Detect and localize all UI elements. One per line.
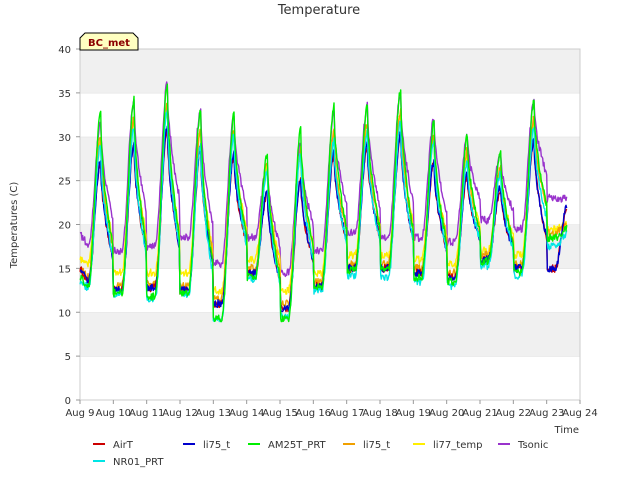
grid-band [80, 92, 580, 137]
legend-label: AirT [113, 440, 134, 451]
badge: BC_met [79, 32, 139, 51]
legend-label: li75_t [363, 440, 390, 451]
x-tick-label: Aug 20 [429, 408, 464, 419]
x-tick-label: Aug 9 [65, 408, 94, 419]
series-line-tsonic [79, 81, 568, 278]
y-tick-label: 25 [58, 177, 71, 188]
series-lines [79, 81, 568, 323]
chart-title: Temperature [277, 3, 360, 18]
legend-label: AM25T_PRT [268, 440, 327, 451]
x-tick-label: Aug 21 [462, 408, 497, 419]
legend-label: li75_t [203, 440, 230, 451]
legend-label: Tsonic [517, 440, 548, 451]
legend: AirT li75_t AM25T_PRT li75_t li77_temp Tsonic… [93, 440, 548, 468]
grid-band [80, 49, 580, 93]
x-tick-label: Aug 22 [496, 408, 531, 419]
x-tick-label: Aug 10 [96, 408, 131, 419]
legend-label: NR01_PRT [113, 457, 164, 468]
x-tick-label: Aug 15 [262, 408, 297, 419]
y-tick-label: 15 [58, 264, 71, 275]
grid-band [80, 224, 580, 269]
grid-band [80, 356, 580, 400]
y-axis-ticks: 0 5 10 15 20 25 30 35 40 [58, 45, 80, 407]
x-tick-label: Aug 13 [196, 408, 231, 419]
x-tick-label: Aug 18 [362, 408, 397, 419]
x-tick-label: Aug 16 [296, 408, 331, 419]
badge-background [79, 32, 139, 51]
y-tick-label: 35 [58, 89, 71, 100]
y-tick-label: 40 [58, 45, 71, 56]
grid-band [80, 268, 580, 313]
x-axis-label: Time [554, 425, 579, 436]
x-tick-label: Aug 14 [229, 408, 264, 419]
x-tick-label: Aug 23 [529, 408, 564, 419]
y-tick-label: 0 [65, 396, 71, 407]
x-tick-label: Aug 11 [129, 408, 164, 419]
x-tick-label: Aug 24 [562, 408, 597, 419]
grid-band [80, 312, 580, 357]
x-tick-label: Aug 17 [329, 408, 364, 419]
y-tick-label: 20 [58, 221, 71, 232]
x-tick-label: Aug 19 [396, 408, 431, 419]
y-tick-label: 5 [65, 352, 71, 363]
series-line-am25t-prt [79, 83, 568, 323]
legend-label: li77_temp [433, 440, 482, 451]
x-tick-label: Aug 12 [162, 408, 197, 419]
y-tick-label: 30 [58, 133, 71, 144]
badge-text: BC_met [88, 38, 130, 49]
y-axis-label: Temperatures (C) [9, 182, 20, 270]
y-tick-label: 10 [58, 308, 71, 319]
